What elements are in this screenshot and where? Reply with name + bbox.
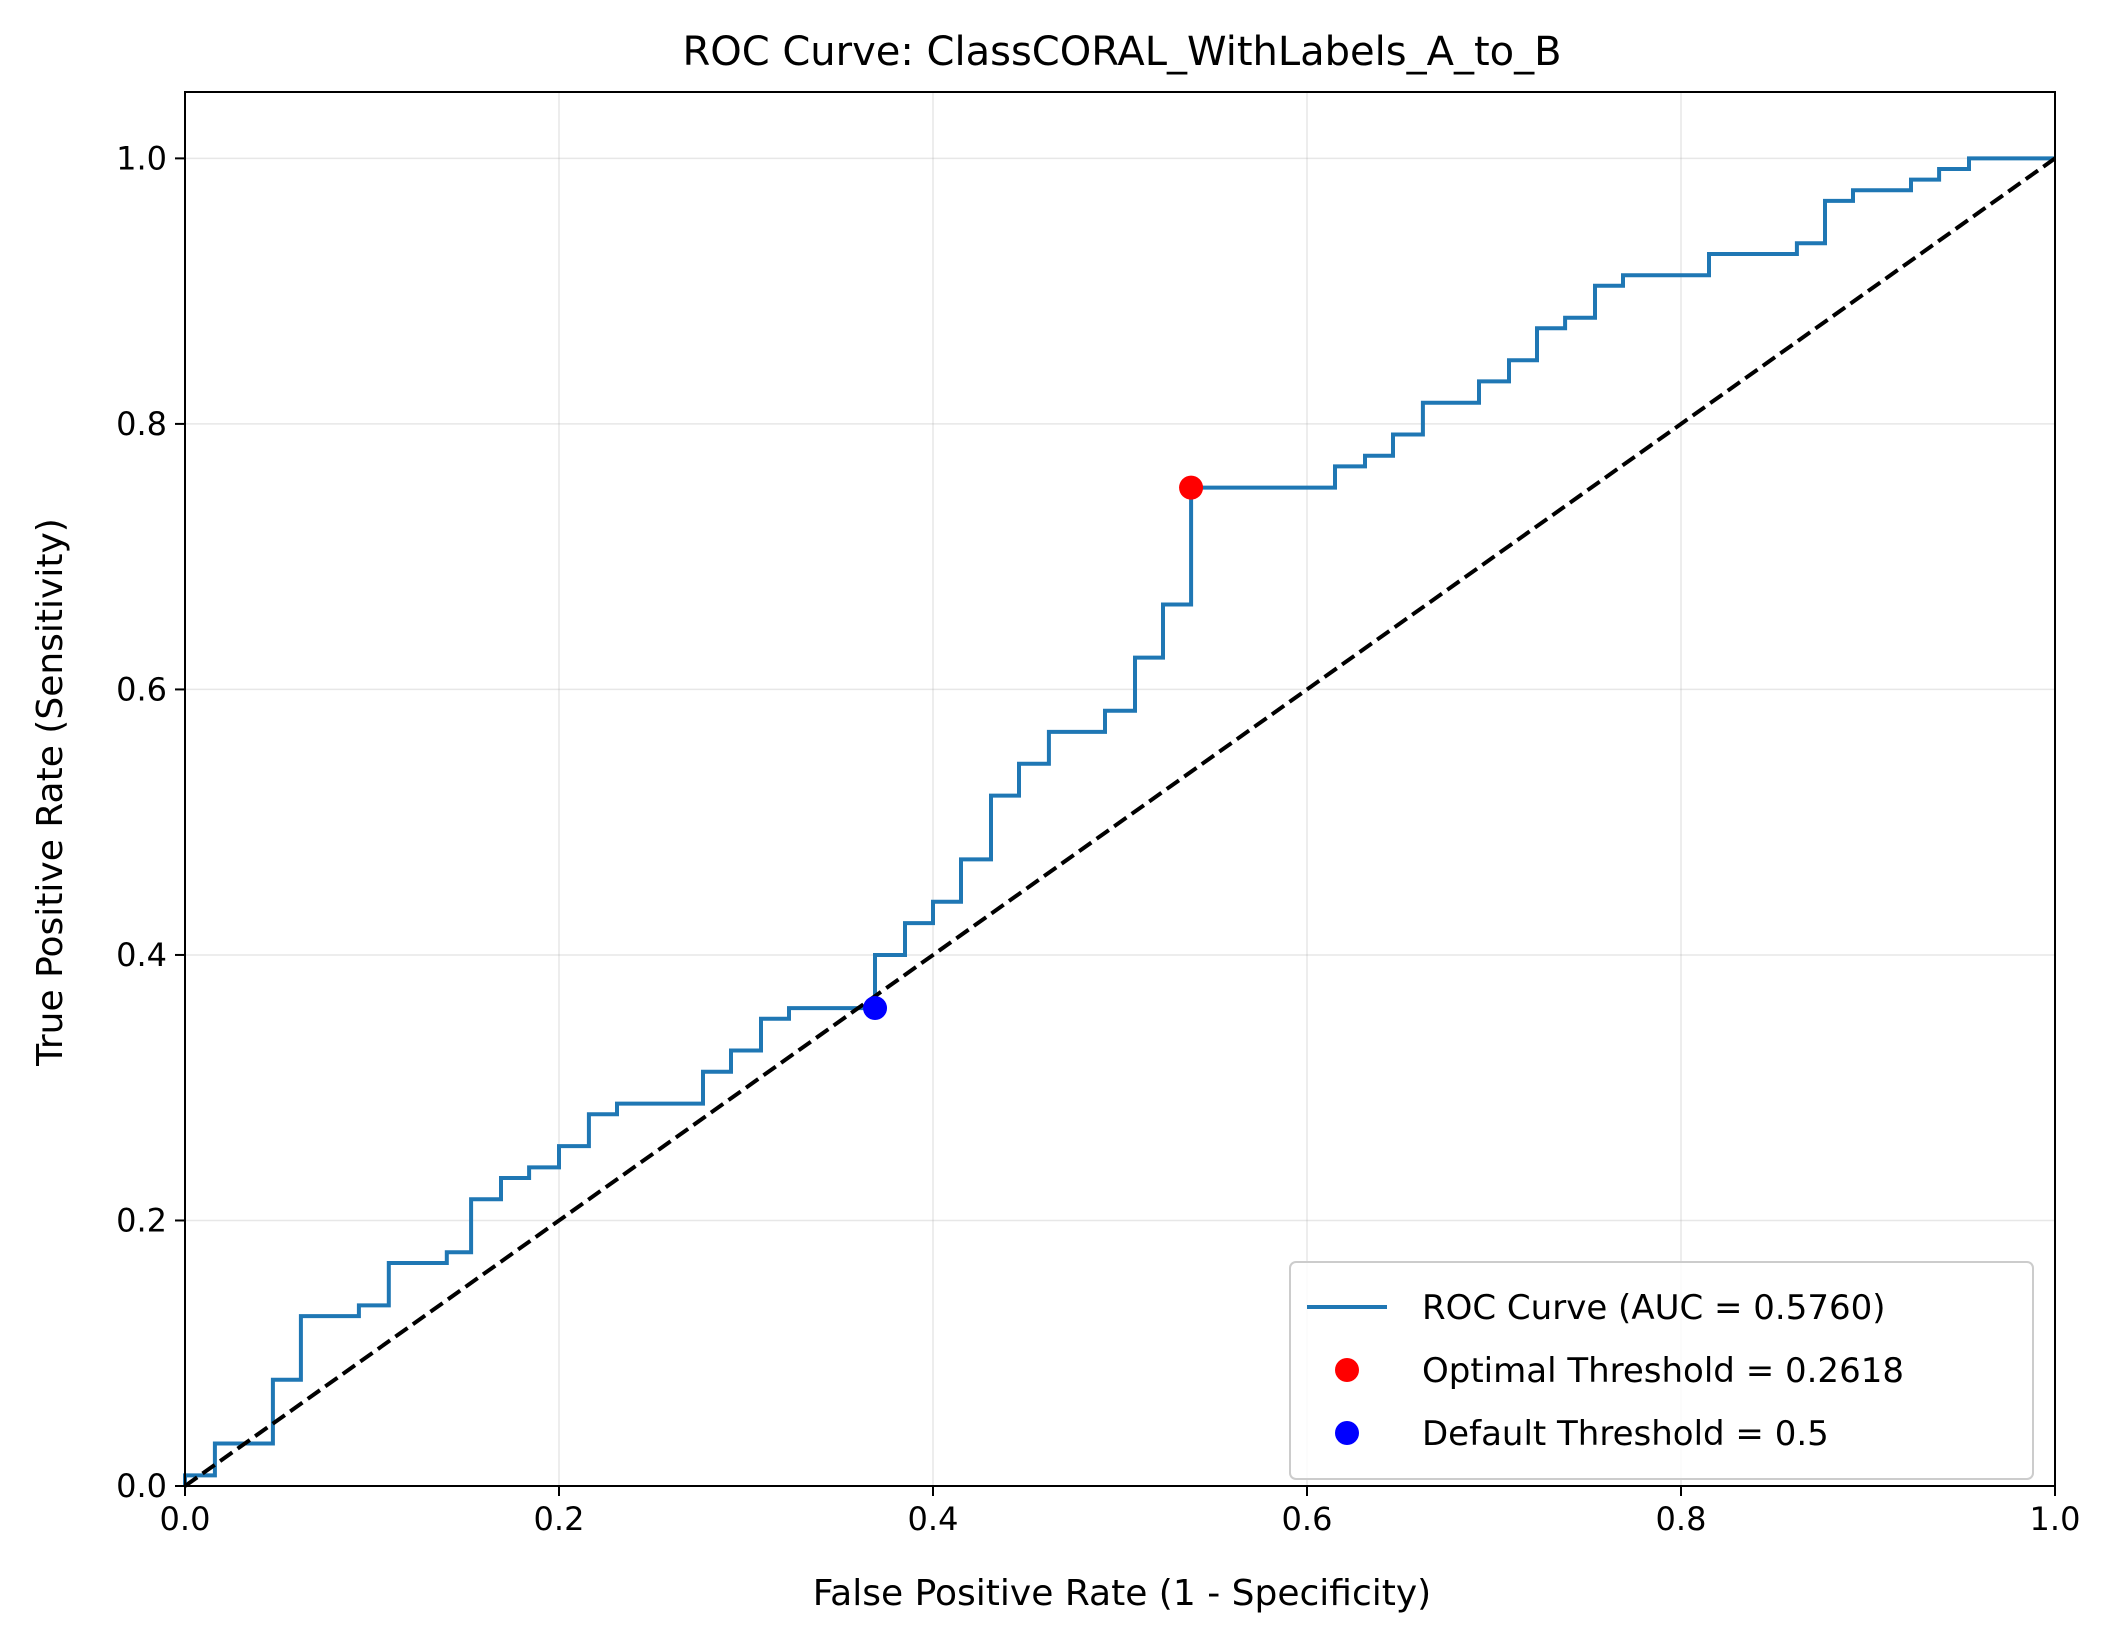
legend-entry-label: ROC Curve (AUC = 0.5760) — [1422, 1288, 1886, 1328]
chance-diagonal-line — [183, 156, 2057, 1488]
x-tick-label: 0.0 — [160, 1500, 211, 1538]
optimal-threshold-point — [1179, 475, 1204, 500]
legend-box — [1289, 1261, 2034, 1480]
y-tick-label: 1.0 — [116, 139, 167, 177]
x-tick-label: 0.4 — [908, 1500, 959, 1538]
x-axis-label: False Positive Rate (1 - Specificity) — [813, 1573, 1431, 1614]
x-tick-label: 1.0 — [2030, 1500, 2081, 1538]
x-tick-label: 0.2 — [534, 1500, 585, 1538]
x-tick-label: 0.8 — [1656, 1500, 1707, 1538]
x-tick-label: 0.6 — [1282, 1500, 1333, 1538]
y-tick-label: 0.6 — [116, 670, 167, 708]
y-tick-label: 0.8 — [116, 405, 167, 443]
y-tick-label: 0.4 — [116, 936, 167, 974]
chart-title: ROC Curve: ClassCORAL_WithLabels_A_to_B — [682, 29, 1561, 75]
legend-entry-label: Optimal Threshold = 0.2618 — [1422, 1351, 1904, 1391]
y-axis-label: True Positive Rate (Sensitivity) — [30, 518, 71, 1067]
y-tick-label: 0.2 — [116, 1201, 167, 1239]
default-threshold-point — [863, 996, 888, 1021]
legend: ROC Curve (AUC = 0.5760) Optimal Threshol… — [1289, 1261, 2034, 1480]
legend-marker — [1335, 1421, 1359, 1445]
plot-frame — [184, 91, 2056, 1487]
y-tick-label: 0.0 — [116, 1467, 167, 1505]
roc-curve-line — [183, 156, 2055, 1486]
legend-marker — [1335, 1358, 1359, 1382]
plot-area: 0.0 0.2 0.4 0.6 0.8 1.0 0.0 0.2 0.4 0.6 0.8 1.0 — [116, 91, 2081, 1538]
legend-entry-label: Default Threshold = 0.5 — [1422, 1414, 1829, 1454]
